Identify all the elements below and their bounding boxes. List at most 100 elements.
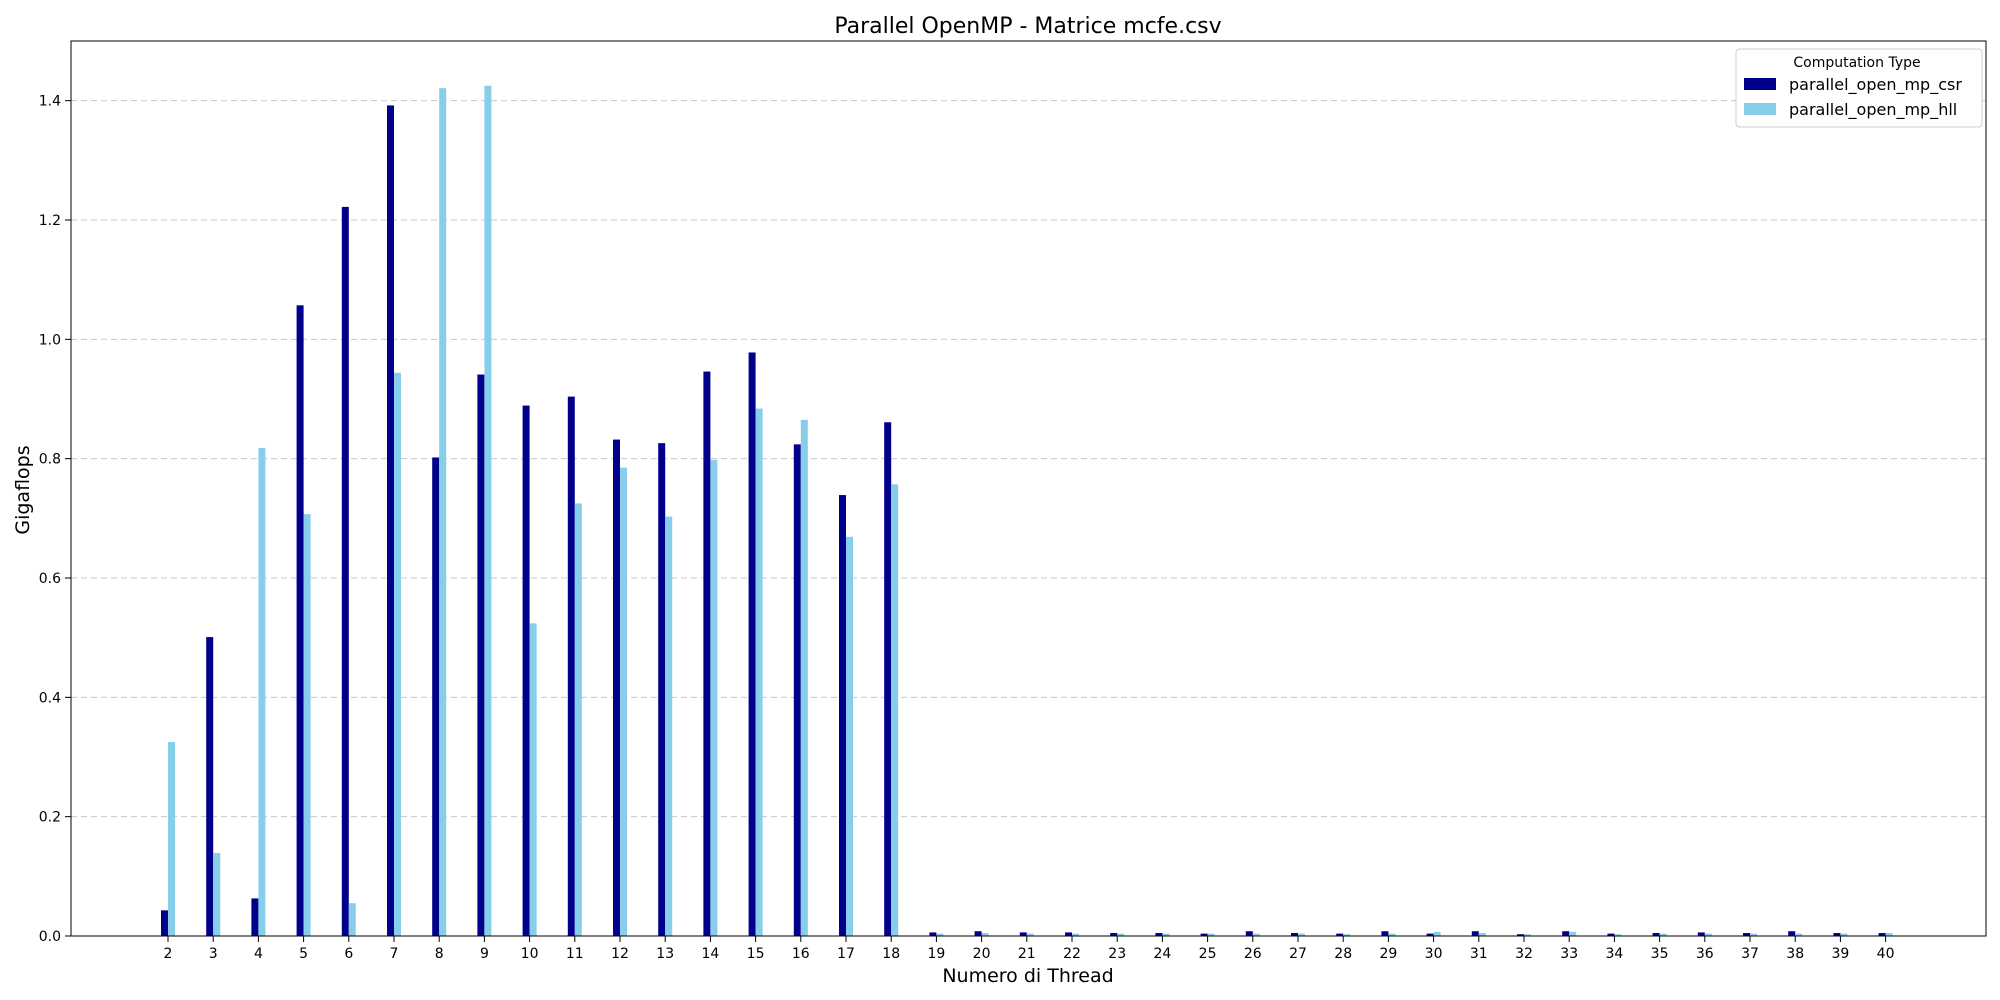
bar-parallel_open_mp_hll-6 <box>348 903 356 936</box>
x-tick-label: 17 <box>837 946 855 962</box>
x-tick-label: 24 <box>1153 946 1171 962</box>
bar-parallel_open_mp_csr-26 <box>1245 931 1253 936</box>
bar-parallel_open_mp_hll-31 <box>1478 933 1486 936</box>
bar-parallel_open_mp_hll-13 <box>665 516 673 936</box>
legend-label-csr: parallel_open_mp_csr <box>1789 75 1962 95</box>
x-tick-label: 10 <box>521 946 539 962</box>
x-tick-label: 12 <box>611 946 629 962</box>
bar-parallel_open_mp_hll-21 <box>1026 933 1034 936</box>
x-tick-label: 9 <box>480 946 489 962</box>
y-tick-label: 1.2 <box>39 213 61 229</box>
x-tick-label: 28 <box>1334 946 1352 962</box>
y-tick-label: 0.4 <box>39 690 61 706</box>
x-tick-label: 35 <box>1651 946 1669 962</box>
x-tick-label: 23 <box>1108 946 1126 962</box>
bar-parallel_open_mp_hll-25 <box>1207 933 1215 936</box>
bar-parallel_open_mp_hll-38 <box>1795 933 1803 936</box>
bar-parallel_open_mp_hll-34 <box>1614 934 1622 936</box>
bar-parallel_open_mp_csr-19 <box>929 932 937 936</box>
bar-parallel_open_mp_hll-14 <box>710 459 718 936</box>
legend-swatch-hll <box>1744 103 1776 115</box>
bar-parallel_open_mp_hll-12 <box>620 467 627 936</box>
x-tick-label: 29 <box>1379 946 1397 962</box>
bar-parallel_open_mp_csr-32 <box>1517 934 1524 936</box>
bar-parallel_open_mp_hll-2 <box>168 742 175 936</box>
bar-parallel_open_mp_csr-11 <box>567 396 575 936</box>
bar-parallel_open_mp_hll-8 <box>439 88 447 937</box>
bar-parallel_open_mp_hll-30 <box>1433 931 1441 936</box>
bar-parallel_open_mp_csr-5 <box>296 305 304 936</box>
bar-parallel_open_mp_hll-10 <box>529 623 537 936</box>
bar-parallel_open_mp_hll-17 <box>846 536 853 936</box>
bar-parallel_open_mp_csr-15 <box>748 352 756 937</box>
x-tick-label: 38 <box>1786 946 1804 962</box>
bar-parallel_open_mp_hll-20 <box>981 933 989 936</box>
x-tick-label: 16 <box>792 946 810 962</box>
bar-parallel_open_mp_csr-34 <box>1607 933 1615 936</box>
bar-parallel_open_mp_csr-38 <box>1788 931 1796 936</box>
bar-parallel_open_mp_csr-29 <box>1381 931 1389 936</box>
x-tick-label: 8 <box>435 946 444 962</box>
bar-parallel_open_mp_hll-18 <box>891 484 899 936</box>
bar-parallel_open_mp_csr-37 <box>1743 933 1750 936</box>
x-tick-label: 27 <box>1289 946 1307 962</box>
chart-title: Parallel OpenMP - Matrice mcfe.csv <box>834 14 1221 39</box>
bar-parallel_open_mp_csr-28 <box>1336 933 1344 936</box>
legend-frame <box>1735 48 1983 128</box>
bar-parallel_open_mp_csr-4 <box>251 898 259 936</box>
y-tick-label: 0.0 <box>39 929 61 945</box>
bar-parallel_open_mp_hll-24 <box>1162 933 1170 936</box>
bar-parallel_open_mp_csr-2 <box>161 910 168 936</box>
bar-parallel_open_mp_csr-25 <box>1200 933 1208 936</box>
bar-parallel_open_mp_csr-9 <box>477 374 485 937</box>
x-tick-label: 37 <box>1741 946 1759 962</box>
bar-parallel_open_mp_hll-33 <box>1569 931 1577 936</box>
bar-parallel_open_mp_csr-39 <box>1833 933 1841 936</box>
x-tick-label: 31 <box>1470 946 1488 962</box>
bar-parallel_open_mp_csr-33 <box>1562 931 1570 936</box>
x-tick-label: 14 <box>701 946 719 962</box>
x-tick-label: 6 <box>344 946 353 962</box>
y-tick-label: 0.8 <box>39 452 61 468</box>
bar-parallel_open_mp_hll-11 <box>574 503 582 936</box>
bar-parallel_open_mp_csr-10 <box>522 405 530 936</box>
bar-parallel_open_mp_hll-23 <box>1117 933 1125 936</box>
y-tick-label: 0.2 <box>39 810 61 826</box>
bar-parallel_open_mp_hll-26 <box>1252 933 1260 936</box>
bar-parallel_open_mp_hll-35 <box>1659 933 1667 936</box>
bar-parallel_open_mp_csr-12 <box>613 439 620 936</box>
bar-parallel_open_mp_hll-32 <box>1524 934 1531 936</box>
x-tick-label: 32 <box>1515 946 1533 962</box>
x-tick-label: 4 <box>254 946 263 962</box>
bar-parallel_open_mp_csr-35 <box>1652 933 1660 936</box>
bar-parallel_open_mp_csr-14 <box>703 371 711 936</box>
bar-parallel_open_mp_hll-39 <box>1840 933 1848 936</box>
bar-parallel_open_mp_csr-17 <box>839 495 846 936</box>
y-axis-label: Gigaflops <box>12 445 34 534</box>
x-tick-label: 36 <box>1696 946 1714 962</box>
bar-parallel_open_mp_hll-36 <box>1704 933 1712 936</box>
bar-parallel_open_mp_hll-37 <box>1750 933 1757 936</box>
bar-parallel_open_mp_hll-9 <box>484 85 492 936</box>
x-tick-label: 22 <box>1063 946 1081 962</box>
bar-parallel_open_mp_csr-16 <box>793 444 801 936</box>
x-tick-label: 21 <box>1018 946 1036 962</box>
bar-parallel_open_mp_csr-23 <box>1110 933 1118 936</box>
legend: Computation Type parallel_open_mp_csr pa… <box>1735 48 1983 128</box>
legend-title: Computation Type <box>1793 55 1920 71</box>
bar-parallel_open_mp_hll-16 <box>800 419 808 937</box>
bar-parallel_open_mp_hll-29 <box>1388 933 1396 936</box>
bar-parallel_open_mp_hll-4 <box>258 447 266 936</box>
legend-label-hll: parallel_open_mp_hll <box>1789 100 1957 120</box>
x-tick-label: 40 <box>1877 946 1895 962</box>
x-tick-label: 25 <box>1199 946 1217 962</box>
bar-parallel_open_mp_csr-21 <box>1019 932 1027 936</box>
bar-parallel_open_mp_hll-22 <box>1072 933 1079 936</box>
x-tick-label: 15 <box>747 946 765 962</box>
bar-parallel_open_mp_csr-20 <box>974 931 982 936</box>
bar-parallel_open_mp_hll-5 <box>303 514 311 936</box>
legend-swatch-csr <box>1744 78 1776 90</box>
bar-parallel_open_mp_csr-36 <box>1697 932 1705 936</box>
